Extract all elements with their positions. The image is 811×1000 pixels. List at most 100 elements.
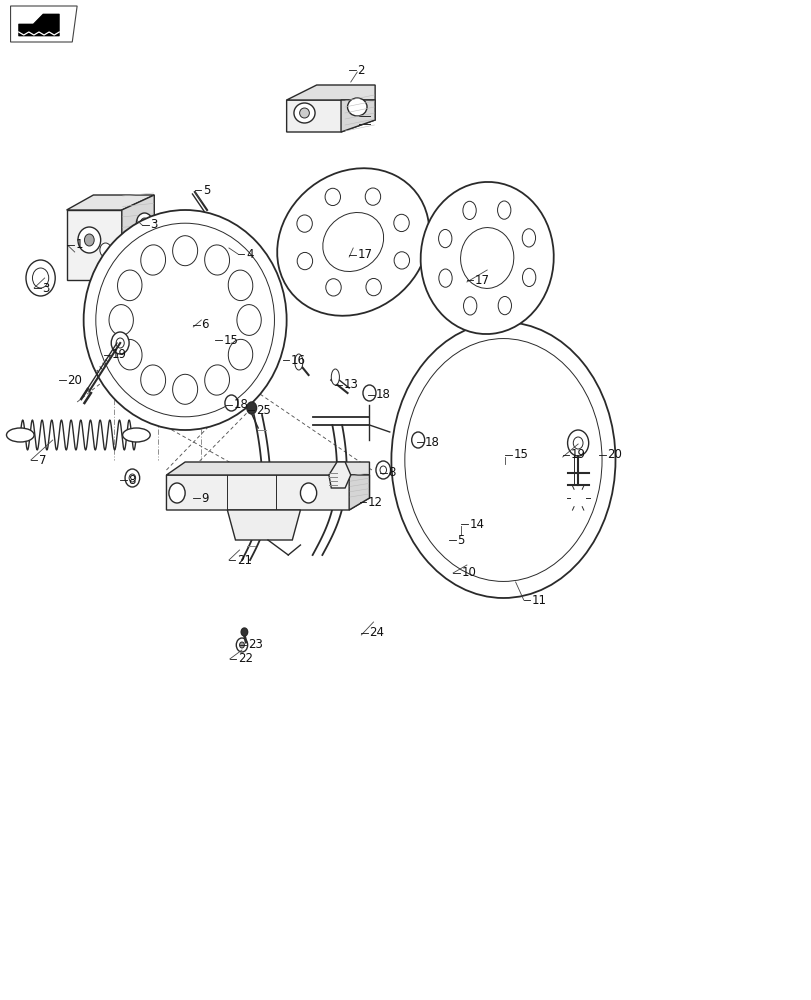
Ellipse shape (186, 243, 192, 257)
Ellipse shape (324, 188, 340, 206)
Circle shape (391, 322, 615, 598)
Text: 18: 18 (424, 436, 439, 448)
Ellipse shape (299, 108, 309, 118)
Text: 8: 8 (388, 466, 395, 480)
Polygon shape (166, 475, 369, 510)
Ellipse shape (344, 233, 362, 251)
Text: 22: 22 (238, 652, 252, 666)
Polygon shape (341, 100, 375, 132)
Text: 20: 20 (67, 373, 82, 386)
Text: 6: 6 (201, 318, 208, 332)
Ellipse shape (419, 439, 445, 481)
Ellipse shape (204, 365, 230, 395)
Circle shape (116, 338, 124, 348)
Text: 12: 12 (367, 495, 382, 508)
Circle shape (169, 483, 185, 503)
Text: 21: 21 (237, 554, 251, 566)
Circle shape (225, 395, 238, 411)
Circle shape (471, 421, 534, 499)
Ellipse shape (366, 278, 381, 296)
Ellipse shape (277, 168, 429, 316)
Ellipse shape (207, 306, 223, 330)
Ellipse shape (393, 252, 409, 269)
Polygon shape (286, 85, 375, 100)
Text: 2: 2 (357, 64, 364, 77)
Text: 17: 17 (474, 273, 489, 286)
Ellipse shape (84, 210, 286, 430)
Ellipse shape (157, 289, 213, 351)
Ellipse shape (96, 223, 274, 417)
Circle shape (239, 642, 244, 648)
Ellipse shape (452, 367, 483, 402)
Ellipse shape (323, 212, 383, 272)
Ellipse shape (550, 484, 578, 523)
Ellipse shape (140, 245, 165, 275)
Ellipse shape (489, 448, 517, 472)
Ellipse shape (78, 227, 101, 253)
Circle shape (405, 339, 601, 581)
Polygon shape (227, 510, 300, 540)
Text: 9: 9 (201, 491, 208, 504)
Ellipse shape (497, 201, 510, 219)
Ellipse shape (460, 228, 513, 288)
Ellipse shape (122, 428, 150, 442)
Ellipse shape (510, 576, 525, 590)
Ellipse shape (486, 357, 520, 389)
Ellipse shape (109, 305, 133, 335)
Circle shape (363, 385, 375, 401)
Polygon shape (349, 475, 369, 510)
Ellipse shape (521, 268, 535, 287)
Text: 3: 3 (42, 282, 49, 294)
Text: 19: 19 (570, 448, 585, 462)
Ellipse shape (228, 270, 252, 301)
Ellipse shape (438, 269, 452, 287)
Ellipse shape (84, 234, 94, 246)
Polygon shape (286, 100, 375, 132)
Ellipse shape (173, 307, 197, 333)
Ellipse shape (331, 369, 339, 385)
Text: 16: 16 (290, 354, 305, 366)
Text: 18: 18 (234, 398, 248, 412)
Ellipse shape (100, 256, 111, 270)
Ellipse shape (173, 374, 197, 404)
Ellipse shape (522, 367, 554, 402)
Circle shape (136, 213, 152, 233)
Ellipse shape (427, 397, 456, 436)
Text: 18: 18 (375, 388, 390, 401)
Ellipse shape (347, 98, 367, 116)
Ellipse shape (100, 243, 111, 257)
Ellipse shape (336, 226, 370, 258)
Ellipse shape (237, 305, 261, 335)
Text: 14: 14 (469, 518, 483, 530)
Polygon shape (67, 210, 122, 280)
Ellipse shape (6, 428, 34, 442)
Text: 3: 3 (150, 219, 157, 232)
Text: 17: 17 (357, 248, 371, 261)
Polygon shape (19, 14, 59, 36)
Circle shape (573, 437, 582, 449)
Polygon shape (118, 272, 142, 285)
Ellipse shape (228, 339, 252, 370)
Circle shape (567, 430, 588, 456)
Circle shape (411, 432, 424, 448)
Ellipse shape (486, 531, 520, 563)
Ellipse shape (478, 249, 495, 267)
Text: 20: 20 (607, 448, 621, 462)
Circle shape (26, 260, 55, 296)
Text: 1: 1 (75, 238, 83, 251)
Circle shape (125, 469, 139, 487)
Text: 5: 5 (203, 184, 210, 196)
Text: 7: 7 (39, 454, 46, 466)
Ellipse shape (472, 241, 501, 275)
Circle shape (380, 466, 386, 474)
Ellipse shape (173, 236, 197, 266)
Ellipse shape (420, 182, 553, 334)
Ellipse shape (182, 306, 215, 330)
Circle shape (129, 474, 135, 482)
Polygon shape (122, 195, 154, 280)
Circle shape (32, 268, 49, 288)
Text: 15: 15 (223, 334, 238, 347)
Text: 24: 24 (369, 626, 384, 640)
Text: 4: 4 (246, 247, 253, 260)
Ellipse shape (463, 297, 476, 315)
